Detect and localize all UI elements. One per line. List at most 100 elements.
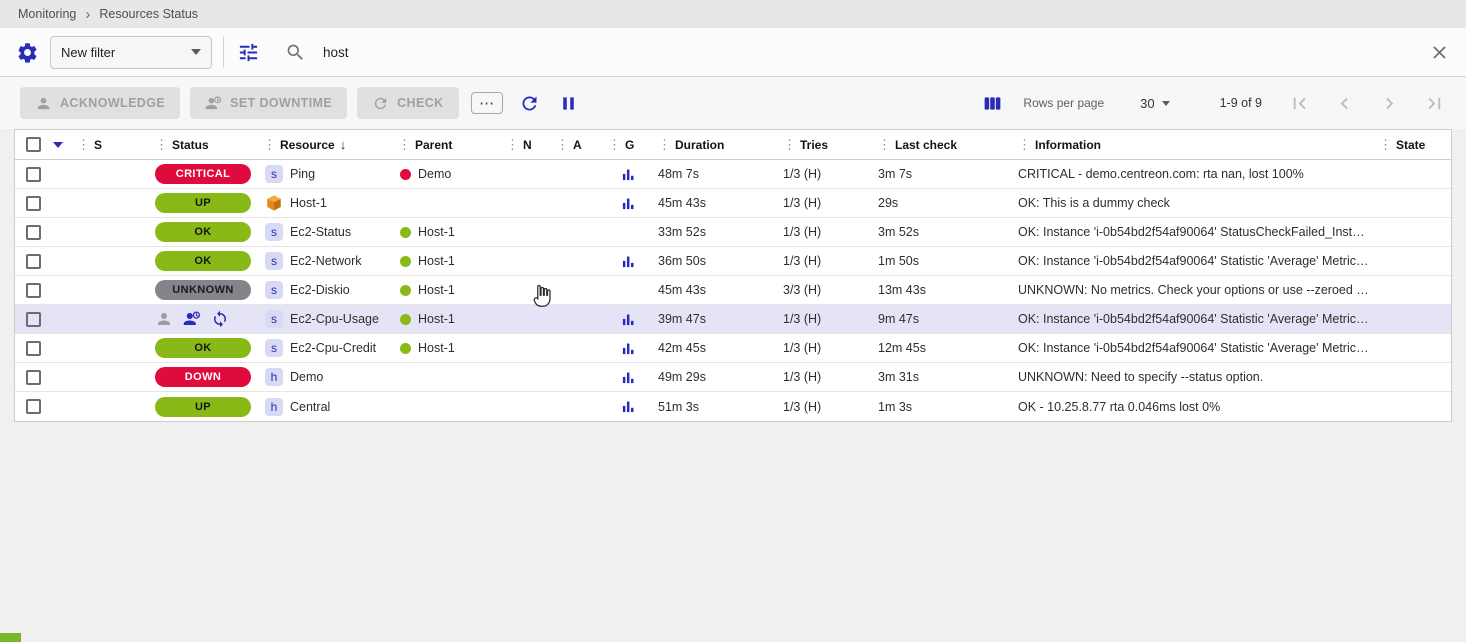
resource-cell[interactable]: h Demo [263,368,398,386]
column-header-state[interactable]: ⋮ State [1379,137,1451,153]
column-header-information[interactable]: ⋮ Information [1018,137,1379,153]
column-header-duration[interactable]: ⋮ Duration [658,137,783,153]
parent-cell[interactable]: Host-1 [398,225,506,239]
parent-cell[interactable]: Demo [398,167,506,181]
search-input[interactable] [315,44,1418,60]
edit-columns-button[interactable] [980,91,1005,116]
resource-cell[interactable]: s Ping [263,165,398,183]
parent-cell[interactable]: Host-1 [398,254,506,268]
column-drag-handle-icon[interactable]: ⋮ [878,136,891,152]
resource-cell[interactable]: s Ec2-Cpu-Usage [263,310,398,328]
status-badge[interactable]: OK [155,338,251,358]
status-badge[interactable]: UNKNOWN [155,280,251,300]
graph-icon[interactable] [621,370,636,385]
pause-autorefresh-button[interactable] [556,91,581,116]
column-drag-handle-icon[interactable]: ⋮ [155,136,168,152]
resource-cell[interactable]: h Central [263,397,398,416]
check-button[interactable]: CHECK [357,87,459,119]
graph-cell[interactable] [608,370,658,385]
filter-settings-button[interactable] [14,39,41,66]
parent-cell[interactable]: Host-1 [398,341,506,355]
previous-page-button[interactable] [1333,92,1356,115]
resource-cell[interactable]: s Ec2-Diskio [263,281,398,299]
resource-cell[interactable]: s Ec2-Status [263,223,398,241]
table-row[interactable]: DOWN h Demo 49m 29s 1/3 (H) 3m 31s UNKNOWN: Ne… [15,363,1451,392]
breadcrumb-item-resources-status[interactable]: Resources Status [99,7,199,21]
graph-icon[interactable] [621,399,636,414]
column-header-tries[interactable]: ⋮ Tries [783,137,878,153]
acknowledge-button[interactable]: ACKNOWLEDGE [20,87,181,119]
advanced-filters-button[interactable] [235,39,262,66]
resource-cell[interactable]: s Ec2-Network [263,252,398,270]
column-header-resource[interactable]: ⋮ Resource ↓ [263,137,398,153]
rows-per-page-select[interactable]: 30 [1140,96,1170,111]
table-row[interactable]: UNKNOWN s Ec2-Diskio Host-1 45m 43s 3/3 (H) 13… [15,276,1451,305]
column-drag-handle-icon[interactable]: ⋮ [783,136,796,152]
select-rows-dropdown-icon[interactable] [53,141,63,148]
row-checkbox[interactable] [25,166,41,182]
table-row[interactable]: OK s Ec2-Network Host-1 36m 50s 1/3 (H) 1m 50s… [15,247,1451,276]
status-badge[interactable]: CRITICAL [155,164,251,184]
column-drag-handle-icon[interactable]: ⋮ [398,136,411,152]
status-badge[interactable]: UP [155,396,251,417]
status-badge[interactable]: UP [155,193,251,213]
column-drag-handle-icon[interactable]: ⋮ [658,136,671,152]
set-downtime-button[interactable]: SET DOWNTIME [190,87,348,119]
graph-cell[interactable] [608,254,658,269]
select-all-checkbox[interactable] [25,137,41,152]
status-badge[interactable]: DOWN [155,367,251,387]
table-row[interactable]: OK s Ec2-Status Host-1 33m 52s 1/3 (H) 3m 52s O… [15,218,1451,247]
column-header-last_check[interactable]: ⋮ Last check [878,137,1018,153]
next-page-button[interactable] [1378,92,1401,115]
column-drag-handle-icon[interactable]: ⋮ [1379,136,1392,152]
last-page-button[interactable] [1423,92,1446,115]
graph-icon[interactable] [621,341,636,356]
column-header-a[interactable]: ⋮ A [556,137,608,153]
column-drag-handle-icon[interactable]: ⋮ [556,136,569,152]
graph-icon[interactable] [621,167,636,182]
row-checkbox[interactable] [25,369,41,385]
first-page-button[interactable] [1288,92,1311,115]
graph-icon[interactable] [621,196,636,211]
row-checkbox[interactable] [25,340,41,356]
resource-cell[interactable]: s Ec2-Cpu-Credit [263,339,398,357]
column-header-g[interactable]: ⋮ G [608,137,658,153]
column-drag-handle-icon[interactable]: ⋮ [77,136,90,152]
row-checkbox[interactable] [25,253,41,269]
parent-cell[interactable]: Host-1 [398,312,506,326]
column-drag-handle-icon[interactable]: ⋮ [506,136,519,152]
table-row[interactable]: CRITICAL s Ping Demo 48m 7s 1/3 (H) 3m 7s CRITI… [15,160,1451,189]
parent-cell[interactable]: Host-1 [398,283,506,297]
column-header-status[interactable]: ⋮ Status [155,137,263,153]
status-badge[interactable]: OK [155,251,251,271]
clear-search-button[interactable] [1427,40,1452,65]
row-checkbox[interactable] [25,282,41,298]
filter-preset-select[interactable]: New filter [50,35,212,69]
sort-desc-icon[interactable]: ↓ [339,137,347,152]
refresh-button[interactable] [517,91,542,116]
graph-cell[interactable] [608,312,658,327]
column-header-s[interactable]: ⋮ S [77,137,155,153]
table-row[interactable]: UP Host-1 45m 43s 1/3 (H) 29s OK: This is a d… [15,189,1451,218]
row-checkbox[interactable] [25,224,41,240]
column-header-n[interactable]: ⋮ N [506,137,556,153]
graph-icon[interactable] [621,312,636,327]
column-drag-handle-icon[interactable]: ⋮ [608,136,621,152]
breadcrumb-item-monitoring[interactable]: Monitoring [18,7,77,21]
status-badge[interactable]: OK [155,222,251,242]
column-drag-handle-icon[interactable]: ⋮ [263,136,276,152]
table-row[interactable]: s Ec2-Cpu-Usage Host-1 39m 47s 1/3 (H) 9m 47s… [15,305,1451,334]
row-checkbox[interactable] [25,399,41,414]
graph-icon[interactable] [621,254,636,269]
row-checkbox[interactable] [25,195,41,211]
resource-cell[interactable]: Host-1 [263,194,398,212]
more-actions-button[interactable]: ⋯ [470,92,503,114]
row-acknowledge-icon[interactable] [155,310,173,328]
column-header-parent[interactable]: ⋮ Parent [398,137,506,153]
graph-cell[interactable] [608,167,658,182]
table-row[interactable]: UP h Central 51m 3s 1/3 (H) 1m 3s OK - 10.25.8… [15,392,1451,421]
row-check-icon[interactable] [211,310,229,328]
graph-cell[interactable] [608,196,658,211]
row-checkbox[interactable] [25,311,41,327]
graph-cell[interactable] [608,399,658,414]
